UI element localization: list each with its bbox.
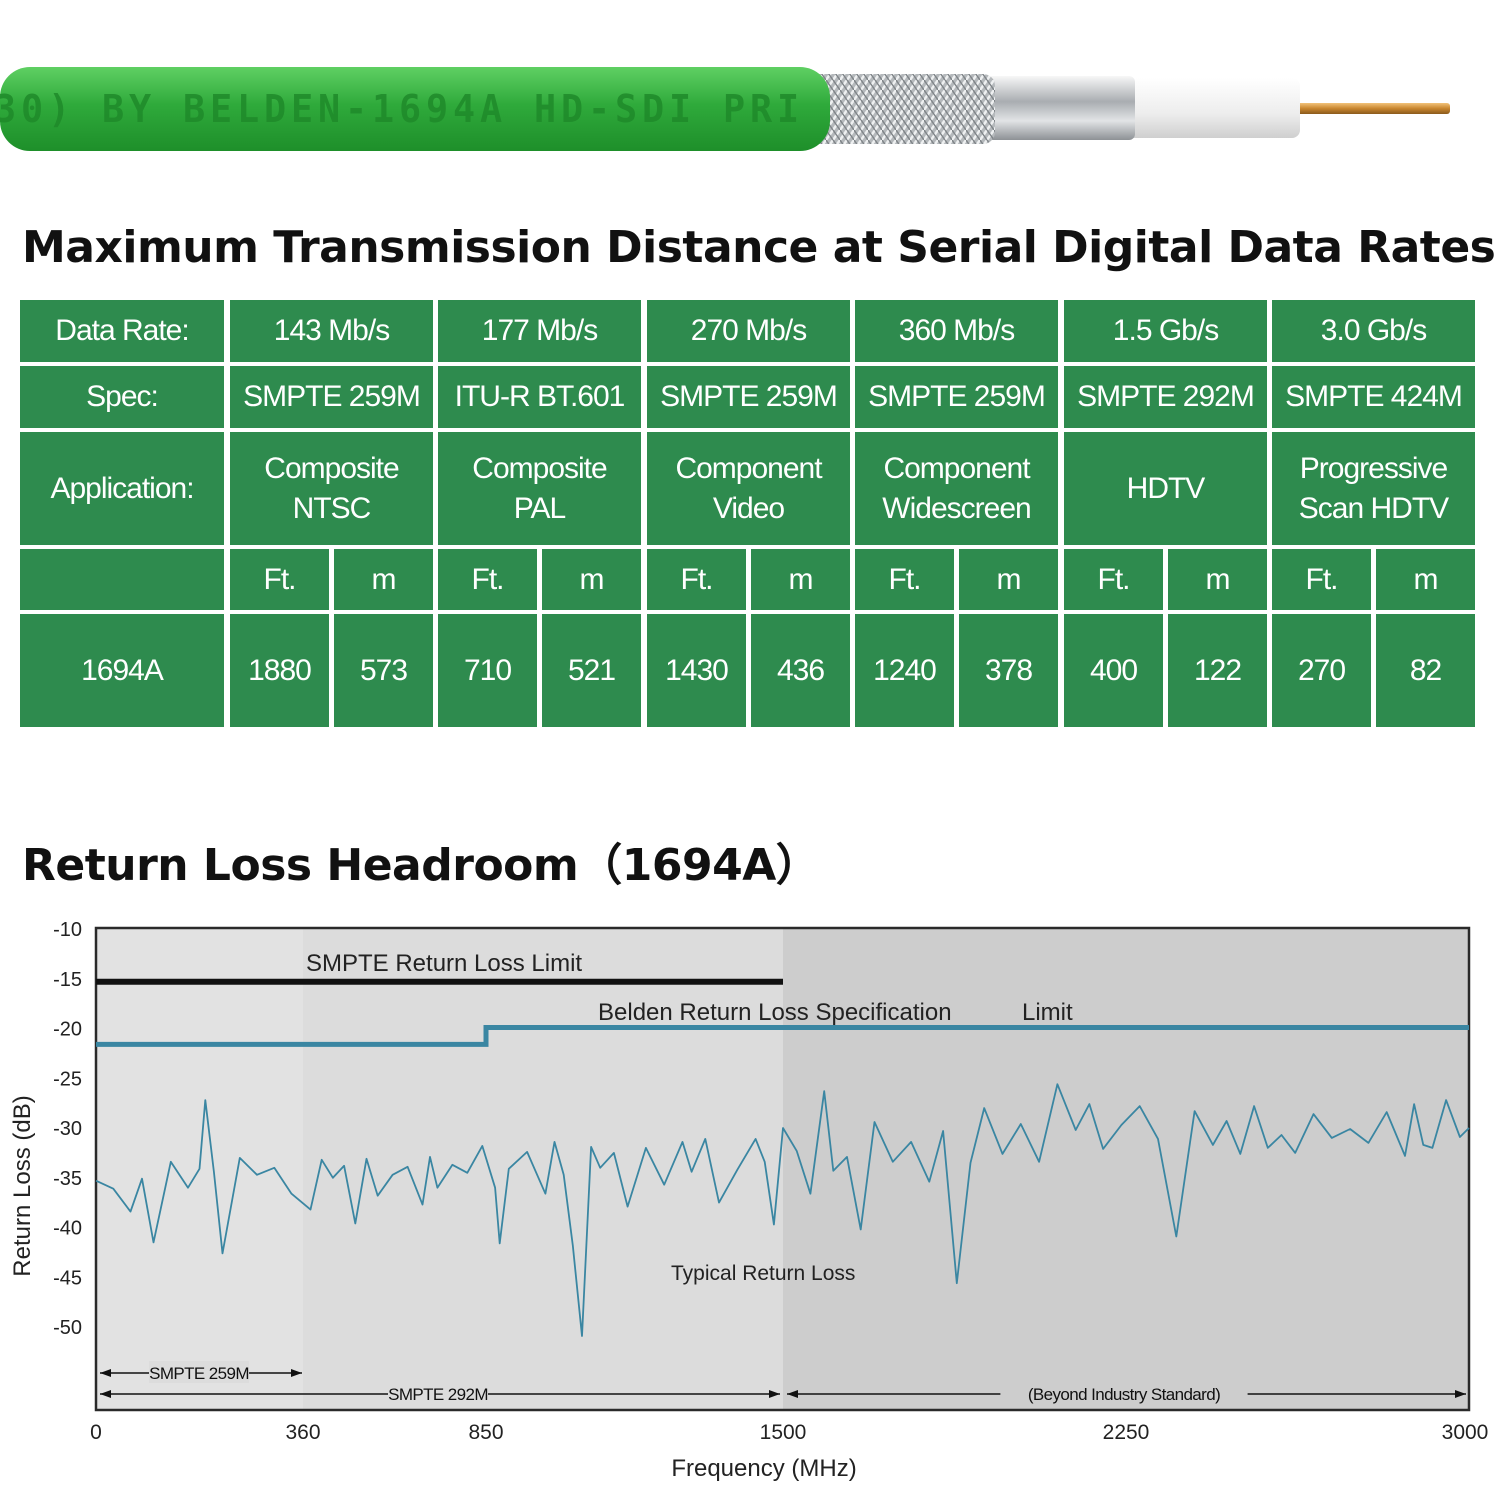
band-259-label: SMPTE 259M	[149, 1364, 249, 1383]
y-tick-label: -25	[53, 1068, 82, 1090]
distance-m-cell: 573	[334, 614, 433, 727]
band-292-label-bg	[388, 1382, 488, 1404]
spec-cell: SMPTE 259M	[647, 366, 850, 428]
distance-m-cell: 436	[751, 614, 850, 727]
typical-return-loss-line	[95, 1083, 1470, 1337]
band-292-label: SMPTE 292M	[388, 1385, 488, 1404]
band-259-head-right	[291, 1369, 302, 1377]
cable-jacket	[0, 67, 830, 151]
data-rate-cell: 1.5 Gb/s	[1064, 300, 1267, 362]
y-tick-label: -20	[53, 1019, 82, 1041]
distance-ft-cell: 400	[1064, 614, 1163, 727]
band-beyond-standard	[783, 928, 1469, 1410]
y-tick-label: -50	[53, 1317, 82, 1339]
unit-ft-cell: Ft.	[438, 549, 537, 610]
unit-m-cell: m	[751, 549, 850, 610]
belden-limit-label: Belden Return Loss Specification	[598, 999, 952, 1026]
belden-limit-line	[96, 1025, 1469, 1047]
chart-title: Return Loss Headroom（1694A）	[22, 840, 820, 891]
x-tick-label: 850	[468, 1421, 503, 1444]
band-beyond-head-left	[787, 1390, 798, 1398]
y-tick-label: -30	[53, 1118, 82, 1140]
cable-jacket-print: 30) BY BELDEN-1694A HD-SDI PRI	[0, 87, 804, 131]
band-292-head-right	[769, 1390, 780, 1398]
unit-ft-cell: Ft.	[647, 549, 746, 610]
spec-cell: ITU-R BT.601	[438, 366, 641, 428]
unit-m-cell: m	[1168, 549, 1267, 610]
data-rate-cell: 177 Mb/s	[438, 300, 641, 362]
y-tick-label: -10	[53, 919, 82, 941]
unit-ft-cell: Ft.	[855, 549, 954, 610]
distance-ft-cell: 1880	[230, 614, 329, 727]
application-label: Application:	[20, 432, 224, 545]
plot-frame	[94, 926, 1471, 1412]
band-292-head-left	[100, 1390, 111, 1398]
cable-dielectric	[1120, 78, 1300, 138]
distance-ft-cell: 710	[438, 614, 537, 727]
application-cell: HDTV	[1064, 432, 1267, 545]
distance-ft-cell: 270	[1272, 614, 1371, 727]
distance-m-cell: 521	[542, 614, 641, 727]
x-axis-label: Frequency (MHz)	[671, 1455, 856, 1482]
distance-m-cell: 122	[1168, 614, 1267, 727]
y-tick-label: -15	[53, 969, 82, 991]
band-259-label-bg	[149, 1361, 249, 1383]
cable-braid	[795, 74, 995, 144]
x-tick-label: 1500	[760, 1421, 807, 1444]
y-tick-label: -35	[53, 1168, 82, 1190]
data-rate-cell: 360 Mb/s	[855, 300, 1058, 362]
cable-name-cell: 1694A	[20, 614, 224, 727]
data-rate-cell: 143 Mb/s	[230, 300, 433, 362]
unit-m-cell: m	[542, 549, 641, 610]
data-rate-cell: 3.0 Gb/s	[1272, 300, 1475, 362]
band-beyond-label-bg	[1000, 1382, 1248, 1404]
application-cell: Progressive Scan HDTV	[1272, 432, 1475, 545]
band-smpte-292m	[303, 928, 783, 1410]
return-loss-chart: -10 -15 -20 -25 -30 -35 -40 -45 -50 0 360 850 1500 22…	[9, 919, 1489, 1482]
units-label	[20, 549, 224, 610]
y-axis-label: Return Loss (dB)	[9, 1095, 36, 1276]
application-cell: Composite PAL	[438, 432, 641, 545]
data-rate-label: Data Rate:	[20, 300, 224, 362]
unit-m-cell: m	[1376, 549, 1475, 610]
spec-cell: SMPTE 292M	[1064, 366, 1267, 428]
application-cell: Composite NTSC	[230, 432, 433, 545]
unit-ft-cell: Ft.	[230, 549, 329, 610]
x-tick-label: 360	[285, 1421, 320, 1444]
typical-return-loss-label: Typical Return Loss	[671, 1262, 855, 1285]
band-259-head-left	[100, 1369, 111, 1377]
unit-ft-cell: Ft.	[1272, 549, 1371, 610]
distance-m-cell: 82	[1376, 614, 1475, 727]
application-cell: Component Video	[647, 432, 850, 545]
cable-conductor	[1285, 103, 1450, 114]
distance-ft-cell: 1240	[855, 614, 954, 727]
unit-m-cell: m	[334, 549, 433, 610]
unit-m-cell: m	[959, 549, 1058, 610]
y-tick-label: -45	[53, 1267, 82, 1289]
spec-cell: SMPTE 259M	[855, 366, 1058, 428]
band-beyond-head-right	[1455, 1390, 1466, 1398]
application-cell: Component Widescreen	[855, 432, 1058, 545]
spec-label: Spec:	[20, 366, 224, 428]
spec-cell: SMPTE 424M	[1272, 366, 1475, 428]
distance-ft-cell: 1430	[647, 614, 746, 727]
distance-m-cell: 378	[959, 614, 1058, 727]
table-title: Maximum Transmission Distance at Serial …	[22, 222, 1496, 273]
unit-ft-cell: Ft.	[1064, 549, 1163, 610]
y-tick-label: -40	[53, 1218, 82, 1240]
x-tick-label: 0	[90, 1421, 102, 1444]
x-tick-label: 3000	[1442, 1421, 1489, 1444]
data-rate-cell: 270 Mb/s	[647, 300, 850, 362]
x-tick-label: 2250	[1103, 1421, 1150, 1444]
coax-cable-illustration: 30) BY BELDEN-1694A HD-SDI PRI	[0, 67, 1450, 151]
belden-limit-word: Limit	[1022, 999, 1073, 1026]
smpte-limit-label: SMPTE Return Loss Limit	[306, 950, 582, 977]
band-beyond-label: (Beyond Industry Standard)	[1028, 1385, 1220, 1404]
spec-cell: SMPTE 259M	[230, 366, 433, 428]
cable-foil	[975, 76, 1135, 140]
